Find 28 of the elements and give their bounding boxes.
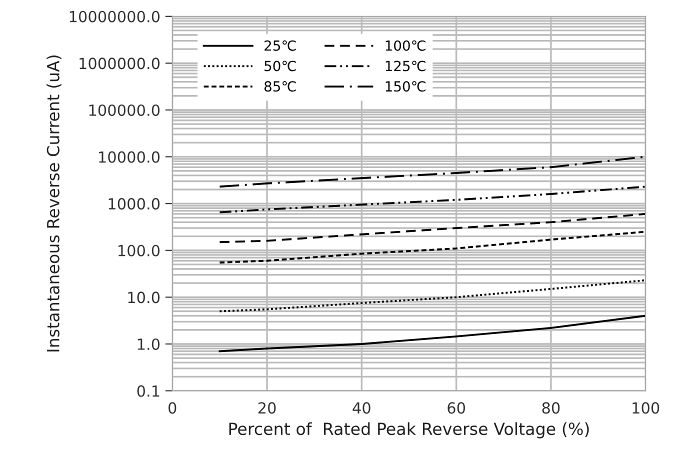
y-tick-label: 100.0 [118,244,160,256]
x-tick-label: 80 [542,402,560,414]
y-tick-label: 1.0 [138,338,160,350]
legend-label: 85℃ [264,81,296,92]
y-tick-label: 1000000.0 [80,58,160,70]
legend-label: 125℃ [386,60,426,72]
line-series [218,212,646,244]
x-tick-label: 60 [448,402,466,414]
y-tick-label: 1000.0 [108,198,160,210]
x-tick-label: 100 [632,402,660,414]
y-tick-label: 10000000.0 [70,10,160,22]
x-tick-label: 40 [352,402,370,414]
x-tick-label: 20 [258,402,276,414]
legend-label: 25℃ [264,40,296,51]
x-axis-title: Percent of Rated Peak Reverse Voltage (%) [229,422,589,438]
line-series [218,230,646,264]
legend-label: 50℃ [264,60,296,72]
x-tick-label: 0 [168,402,176,414]
line-series [218,314,646,352]
line-series [218,279,646,312]
y-tick-label: 100000.0 [89,104,160,116]
y-tick-label: 10.0 [128,292,160,304]
y-axis-title: Instantaneous Reverse Current (uA) [46,56,62,352]
y-tick-label: 10000.0 [99,151,160,163]
line-series [218,186,646,214]
legend-label: 100℃ [386,40,426,51]
y-tick-label: 0.1 [137,385,160,397]
legend-label: 150℃ [386,81,426,92]
